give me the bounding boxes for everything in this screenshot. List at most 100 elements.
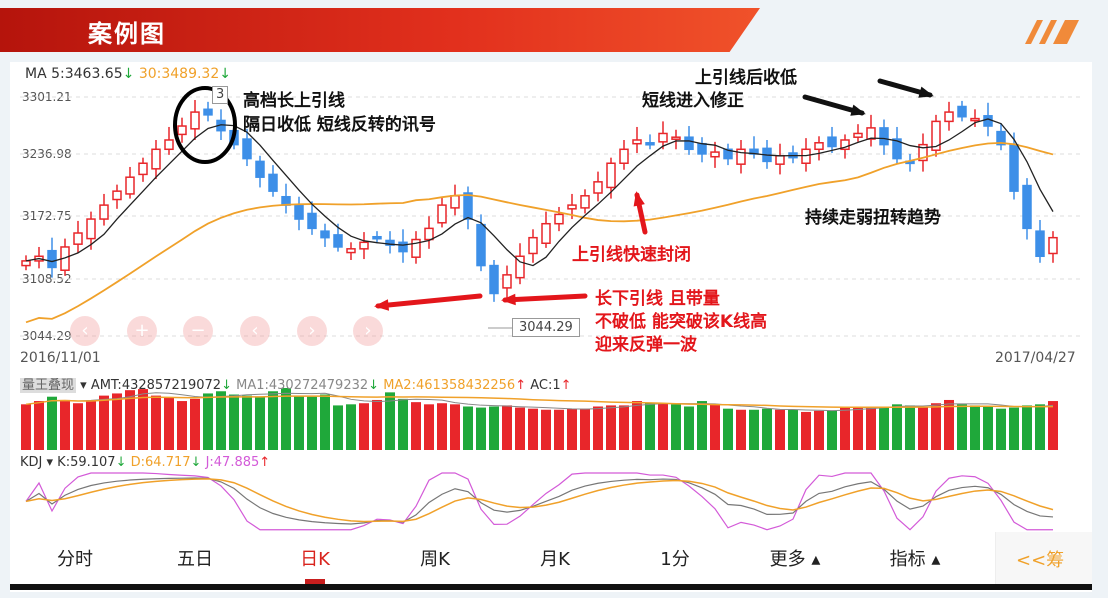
volume-bar [73, 403, 83, 450]
annotation: 上引线后收低 [695, 68, 797, 88]
candle-body [996, 130, 1006, 146]
candle-body [385, 239, 395, 246]
candle-body [463, 192, 473, 220]
ma1-value: MA1:430272479232 [236, 378, 369, 393]
candle-body [983, 115, 993, 127]
candle-body [333, 234, 343, 248]
volume-bar [411, 402, 421, 450]
tab-6[interactable]: 更多 ▴ [769, 549, 821, 570]
arrow [502, 293, 588, 303]
volume-bar [762, 408, 772, 450]
candle-body [346, 248, 356, 254]
volume-bar [918, 406, 928, 450]
candle-body [268, 173, 278, 192]
candle-body [502, 274, 512, 289]
tab-2[interactable]: 日K [300, 549, 330, 570]
volume-bar [99, 395, 109, 450]
low-price-tag: 3044.29 [512, 318, 580, 337]
candle-body [632, 139, 642, 145]
candle-body [489, 264, 499, 295]
candle-body [437, 204, 447, 224]
candle-body [1022, 184, 1032, 230]
candle-body [73, 232, 83, 245]
volume-bar [450, 404, 460, 450]
volume-bar [515, 407, 525, 450]
candle-body [190, 111, 200, 130]
chips-tab-label: <<筹 [1016, 550, 1065, 571]
kdj-k-line [25, 477, 1054, 525]
volume-bar [905, 405, 915, 450]
volume-bar [268, 391, 278, 450]
arrow-head [850, 104, 866, 116]
annotation: 持续走弱扭转趋势 [805, 208, 941, 228]
tab-1[interactable]: 五日 [177, 549, 213, 570]
active-tab-indicator [305, 579, 325, 584]
candle-body [138, 162, 148, 176]
ac-value: AC:1 [530, 378, 561, 393]
zoom-button-2[interactable]: − [183, 316, 213, 346]
annotation: 迎来反弹一波 [595, 335, 697, 355]
volume-bar [944, 399, 954, 450]
volume-bar [294, 395, 304, 450]
volume-bar [60, 399, 70, 450]
arrow-head [374, 299, 390, 311]
tab-4[interactable]: 月K [540, 549, 570, 570]
kdj-indicator-select[interactable]: KDJ [20, 455, 43, 470]
candle-body [359, 241, 369, 250]
volume-bar [34, 401, 44, 450]
volume-bar [879, 406, 889, 450]
volume-bar [827, 410, 837, 450]
ac-arrow: ↑ [560, 378, 572, 393]
zoom-button-4[interactable]: › [297, 316, 327, 346]
volume-bar [723, 408, 733, 450]
volume-bar [645, 403, 655, 450]
candle-body [931, 120, 941, 151]
volume-bar [970, 405, 980, 450]
candle-body [710, 151, 720, 158]
zoom-button-1[interactable]: + [127, 316, 157, 346]
volume-bar [632, 401, 642, 450]
candle-body [307, 212, 317, 230]
candle-body [970, 117, 980, 122]
volume-bar [1009, 407, 1019, 450]
x-start-date: 2016/11/01 [20, 350, 101, 366]
tab-0[interactable]: 分时 [57, 549, 93, 570]
annotation: 高档长上引线 [243, 91, 345, 111]
candle-body [203, 108, 213, 116]
tab-7[interactable]: 指标 ▴ [889, 549, 941, 570]
amt-arrow: ↓ [221, 378, 232, 393]
candle-body [567, 204, 577, 210]
candle-body [112, 190, 122, 201]
j-arrow: ↑ [259, 455, 271, 470]
candle-body [606, 162, 616, 189]
zoom-button-5[interactable]: › [353, 316, 383, 346]
volume-indicator-select[interactable]: 量王叠现 [20, 378, 77, 393]
candle-body [177, 125, 187, 136]
zoom-button-0[interactable]: ‹ [70, 316, 100, 346]
arrow-head [918, 86, 934, 98]
volume-bar [229, 394, 239, 450]
d-value: D:64.717 [130, 455, 191, 470]
chips-tab[interactable]: <<筹 [995, 532, 1092, 584]
candle-body [476, 223, 486, 267]
volume-bar [606, 405, 616, 450]
volume-bar [112, 393, 122, 450]
ma5-line [25, 118, 1054, 267]
ma5-arrow: ↓ [122, 66, 135, 82]
volume-bar [580, 408, 590, 450]
volume-bar [619, 405, 629, 450]
volume-bar [216, 391, 226, 450]
tab-3[interactable]: 周K [420, 549, 450, 570]
tab-5[interactable]: 1分 [660, 549, 690, 570]
volume-bar [983, 406, 993, 450]
zoom-button-3[interactable]: ‹ [240, 316, 270, 346]
volume-bar [658, 403, 668, 450]
ma2-value: MA2:461358432256 [383, 378, 516, 393]
candle-body [541, 222, 551, 244]
annotation: 短线进入修正 [642, 91, 744, 111]
k-value: K:59.107 [57, 455, 116, 470]
volume-bar [424, 404, 434, 450]
candle-body [398, 241, 408, 253]
volume-bar [203, 393, 213, 450]
